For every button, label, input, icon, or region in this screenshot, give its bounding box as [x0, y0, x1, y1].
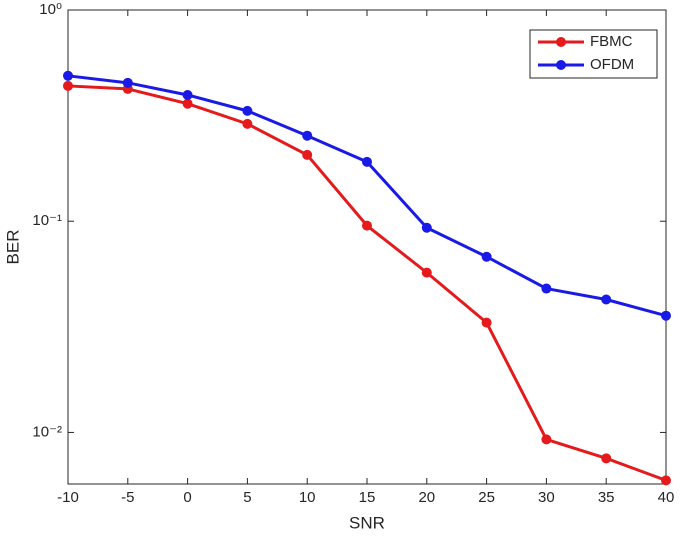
legend: FBMC OFDM — [529, 29, 658, 79]
x-tick-label: 30 — [538, 489, 555, 506]
x-tick-label: 40 — [658, 489, 675, 506]
marker — [481, 251, 492, 262]
plot-area — [68, 10, 666, 484]
legend-label: FBMC — [590, 33, 633, 50]
y-tick-label: 10⁻¹ — [32, 212, 62, 229]
x-tick-label: 15 — [359, 489, 376, 506]
marker — [601, 453, 612, 464]
marker — [541, 283, 552, 294]
x-tick-label: 25 — [478, 489, 495, 506]
x-axis-title: SNR — [349, 513, 385, 532]
legend-marker — [556, 60, 566, 70]
y-tick-label: 10⁰ — [39, 1, 62, 18]
x-tick-label: 20 — [418, 489, 435, 506]
marker — [302, 149, 313, 160]
marker — [63, 70, 73, 81]
marker — [242, 118, 253, 129]
marker — [302, 130, 313, 141]
marker — [63, 80, 73, 91]
x-tick-label: -5 — [121, 489, 134, 506]
marker — [362, 220, 372, 231]
x-tick-label: -10 — [57, 489, 79, 506]
x-tick-label: 5 — [243, 489, 251, 506]
marker — [421, 267, 432, 278]
marker — [541, 434, 552, 445]
marker — [362, 156, 372, 167]
y-axis-title: BER — [3, 230, 22, 265]
x-tick-label: 0 — [183, 489, 191, 506]
y-tick-label: 10⁻² — [32, 423, 62, 440]
marker — [242, 105, 253, 116]
marker — [421, 222, 432, 233]
marker — [182, 98, 193, 109]
marker — [122, 77, 133, 88]
marker — [182, 89, 193, 100]
marker — [661, 475, 671, 486]
x-tick-label: 10 — [299, 489, 316, 506]
legend-label: OFDM — [590, 56, 634, 73]
legend-box — [529, 29, 658, 79]
x-tick-label: 35 — [598, 489, 615, 506]
marker — [481, 317, 492, 328]
marker — [661, 310, 671, 321]
marker — [601, 294, 612, 305]
legend-marker — [556, 37, 566, 47]
